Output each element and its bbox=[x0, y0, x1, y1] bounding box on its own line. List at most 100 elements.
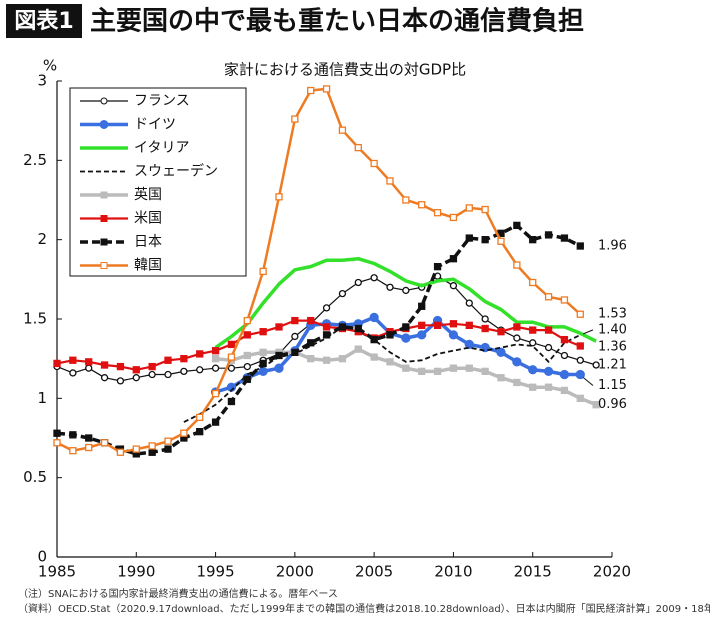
point bbox=[164, 437, 172, 445]
point bbox=[465, 299, 473, 307]
point bbox=[259, 359, 267, 368]
point bbox=[576, 394, 584, 402]
point bbox=[322, 85, 331, 93]
point bbox=[243, 375, 251, 383]
point bbox=[449, 320, 458, 328]
point bbox=[274, 363, 284, 373]
point bbox=[529, 236, 537, 244]
point bbox=[85, 434, 93, 442]
series bbox=[210, 312, 585, 397]
point bbox=[497, 237, 505, 245]
point bbox=[402, 286, 410, 295]
point bbox=[529, 339, 537, 347]
point bbox=[116, 448, 125, 456]
point bbox=[291, 115, 299, 123]
value-label: 0.96 bbox=[598, 397, 627, 412]
point bbox=[559, 369, 570, 380]
x-tick-label: 1985 bbox=[38, 563, 76, 581]
point bbox=[354, 345, 362, 353]
x-tick-label: 2020 bbox=[593, 563, 631, 581]
point bbox=[513, 221, 521, 230]
point bbox=[85, 358, 93, 366]
point bbox=[576, 342, 584, 350]
point bbox=[401, 333, 411, 343]
point bbox=[544, 343, 553, 352]
legend-label: 英国 bbox=[134, 186, 162, 203]
point bbox=[402, 323, 410, 331]
point bbox=[497, 374, 505, 382]
x-tick-label: 2015 bbox=[514, 563, 552, 581]
point bbox=[164, 356, 172, 364]
point bbox=[164, 370, 172, 379]
point bbox=[449, 255, 458, 263]
point bbox=[386, 177, 394, 185]
point bbox=[53, 429, 61, 437]
point bbox=[100, 374, 109, 382]
point bbox=[243, 362, 251, 371]
value-label: 1.15 bbox=[598, 378, 627, 393]
series bbox=[183, 326, 581, 423]
legend-label: 米国 bbox=[134, 211, 162, 227]
point bbox=[243, 351, 251, 360]
series bbox=[53, 221, 584, 458]
point bbox=[386, 331, 394, 339]
point bbox=[53, 439, 61, 447]
point bbox=[196, 413, 204, 422]
point bbox=[370, 274, 378, 282]
point bbox=[370, 159, 378, 168]
point bbox=[465, 321, 473, 329]
point bbox=[85, 364, 93, 372]
point bbox=[148, 362, 156, 371]
value-label: 1.36 bbox=[598, 340, 627, 355]
legend-label: フランス bbox=[134, 93, 190, 109]
legend-marker bbox=[100, 191, 108, 199]
point bbox=[513, 334, 521, 342]
point bbox=[369, 312, 379, 323]
point bbox=[275, 323, 283, 331]
point bbox=[465, 204, 473, 212]
point bbox=[116, 377, 125, 385]
x-tick-label: 1990 bbox=[117, 563, 155, 581]
y-tick-label: 0.5 bbox=[23, 468, 47, 486]
point bbox=[529, 326, 537, 334]
point bbox=[291, 332, 299, 341]
point bbox=[211, 389, 220, 398]
point bbox=[211, 364, 220, 372]
point bbox=[211, 418, 220, 426]
point bbox=[322, 304, 331, 312]
value-label: 1.53 bbox=[598, 307, 627, 322]
point bbox=[449, 282, 458, 290]
point bbox=[180, 429, 188, 437]
point bbox=[529, 383, 537, 391]
point bbox=[512, 357, 522, 367]
chart-title: 家計における通信費支出の対GDP比 bbox=[224, 61, 466, 79]
y-tick-label: 3 bbox=[37, 72, 47, 90]
point bbox=[402, 364, 410, 372]
y-tick-label: 1 bbox=[37, 389, 47, 407]
point bbox=[322, 356, 331, 364]
point bbox=[576, 310, 584, 318]
point bbox=[575, 369, 585, 380]
point bbox=[275, 193, 283, 201]
legend-marker bbox=[100, 215, 108, 222]
y-tick-label: 1.5 bbox=[23, 310, 47, 328]
note: （資料）OECD.Stat（2020.9.17download、ただし1999年… bbox=[18, 602, 710, 615]
point bbox=[100, 439, 109, 447]
series-line bbox=[214, 256, 597, 350]
point bbox=[338, 323, 347, 331]
legend-marker bbox=[100, 238, 108, 246]
point bbox=[418, 201, 426, 209]
series-line bbox=[56, 223, 582, 456]
point bbox=[481, 367, 489, 376]
point bbox=[164, 445, 172, 453]
series-line bbox=[183, 326, 581, 423]
point bbox=[259, 348, 267, 356]
x-tick-label: 2000 bbox=[276, 563, 314, 581]
value-label: 1.21 bbox=[598, 358, 627, 373]
series bbox=[214, 256, 597, 350]
point bbox=[433, 262, 442, 271]
point bbox=[481, 236, 489, 244]
point bbox=[354, 278, 362, 287]
point bbox=[481, 205, 489, 214]
